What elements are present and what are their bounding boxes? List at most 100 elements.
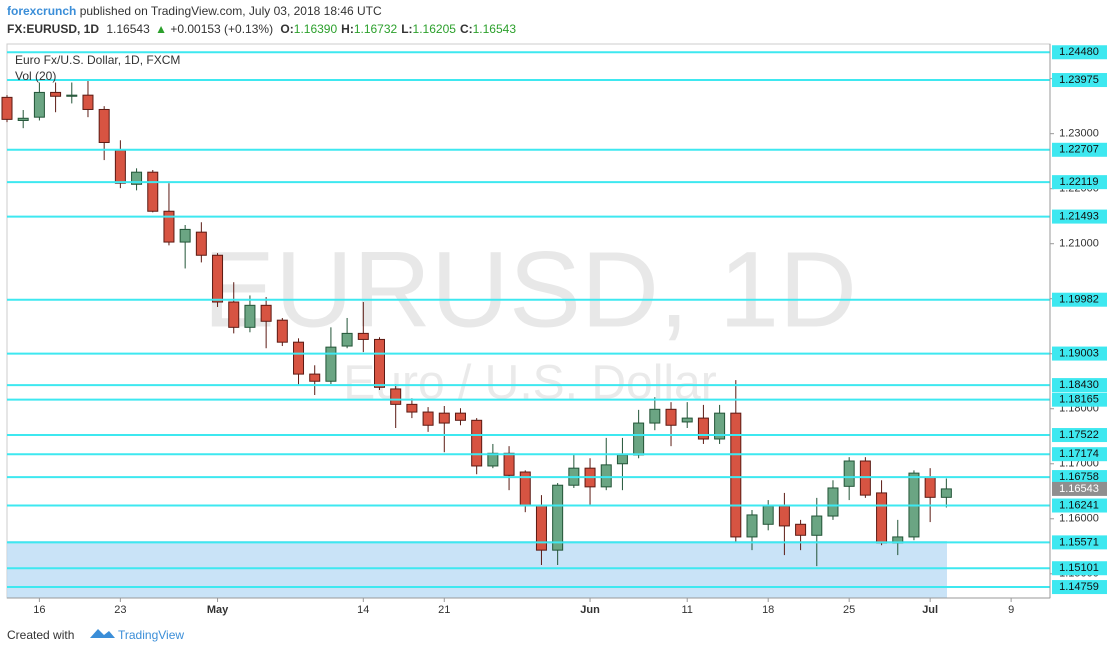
candle-body	[309, 373, 321, 382]
candle-body	[795, 523, 807, 536]
level-label-bg	[1052, 142, 1107, 157]
axes: 1.150001.160001.170001.180001.190001.200…	[33, 45, 1107, 616]
candle-body	[244, 304, 256, 328]
level-label-bg	[1052, 535, 1107, 550]
ohlc-value: 1.16390	[294, 22, 338, 36]
candle-body	[843, 460, 855, 487]
header-line: forexcrunch published on TradingView.com…	[7, 4, 382, 18]
candle-body	[325, 346, 337, 382]
last-price-bg	[1052, 481, 1107, 496]
tradingview-logo	[90, 629, 115, 638]
candle-body	[827, 487, 839, 517]
candle-body	[730, 412, 742, 538]
level-label: 1.22119	[1060, 176, 1099, 188]
last-price-label: 1.16543	[1059, 483, 1099, 495]
candle-body	[422, 411, 434, 426]
candle-body	[649, 408, 661, 424]
candle-body	[762, 505, 774, 525]
candle-body	[357, 332, 369, 340]
candle-body	[746, 514, 758, 538]
x-tick-label: 18	[762, 604, 774, 616]
candle-body	[131, 171, 143, 185]
candle-body	[341, 332, 353, 347]
series-title: Euro Fx/U.S. Dollar, 1D, FXCM	[15, 53, 180, 67]
footer-brand[interactable]: TradingView	[118, 628, 184, 642]
x-tick-label: 11	[682, 604, 693, 616]
author[interactable]: forexcrunch	[7, 4, 76, 18]
change: +0.00153 (+0.13%)	[170, 22, 273, 36]
level-label: 1.21493	[1059, 210, 1099, 222]
candle-body	[600, 464, 612, 488]
level-label-bg	[1052, 470, 1107, 485]
candle-body	[665, 408, 677, 426]
ohlc-value: 1.16205	[413, 22, 457, 36]
level-label: 1.17174	[1059, 448, 1099, 460]
candle-body	[17, 117, 29, 121]
candle-body	[163, 210, 175, 243]
candle-body	[195, 231, 207, 256]
watermark-symbol: EURUSD, 1D	[203, 229, 857, 350]
level-label: 1.22707	[1059, 144, 1099, 156]
published: published on TradingView.com, July 03, 2…	[80, 4, 382, 18]
candle-body	[552, 484, 564, 551]
ohlc: O:1.16390 H:1.16732 L:1.16205 C:1.16543	[280, 22, 516, 36]
candle-body	[940, 488, 952, 498]
level-label: 1.19982	[1059, 294, 1099, 306]
candle-body	[212, 254, 224, 303]
candle-body	[50, 91, 62, 97]
level-label-bg	[1052, 73, 1107, 88]
watermark: EURUSD, 1D Euro / U.S. Dollar	[203, 229, 857, 410]
x-tick-label: Jul	[922, 604, 938, 616]
level-label: 1.14759	[1059, 581, 1099, 593]
x-tick-label: 21	[438, 604, 450, 616]
candle-body	[714, 412, 726, 440]
y-tick-label: 1.23000	[1059, 128, 1099, 140]
symbol: FX:EURUSD, 1D	[7, 22, 99, 36]
candle-body	[616, 454, 628, 465]
candle-body	[260, 304, 272, 322]
level-label: 1.15101	[1059, 562, 1099, 574]
level-label-bg	[1052, 378, 1107, 393]
level-label-bg	[1052, 292, 1107, 307]
ohlc-value: 1.16543	[473, 22, 517, 36]
x-tick-label: 16	[33, 604, 45, 616]
candle-body	[471, 419, 483, 467]
candle-body	[293, 341, 305, 375]
volume-area	[7, 541, 947, 598]
candle-body	[1, 96, 13, 120]
candle-body	[228, 301, 240, 328]
level-label-bg	[1052, 561, 1107, 576]
level-label: 1.16241	[1059, 499, 1099, 511]
level-label: 1.18165	[1059, 394, 1099, 406]
level-label-bg	[1052, 580, 1107, 595]
ohlc-key: L:	[401, 22, 412, 36]
candle-body	[114, 149, 126, 184]
y-tick-label: 1.16000	[1059, 513, 1099, 525]
candle-body	[454, 412, 466, 421]
level-label-bg	[1052, 346, 1107, 361]
level-label: 1.15571	[1059, 536, 1099, 548]
indicator-title: Vol (20)	[15, 69, 56, 83]
level-label: 1.19003	[1059, 347, 1099, 359]
symbol-line: FX:EURUSD, 1D 1.16543 ▲ +0.00153 (+0.13%…	[7, 22, 516, 36]
candle-body	[778, 505, 790, 527]
change-arrow: ▲	[155, 22, 167, 36]
ohlc-key: C:	[460, 22, 473, 36]
level-label-bg	[1052, 428, 1107, 443]
footer-created: Created with	[7, 628, 74, 642]
x-tick-label: Jun	[580, 604, 600, 616]
ohlc-key: O:	[280, 22, 293, 36]
candle-body	[147, 171, 159, 212]
candle-body	[33, 91, 45, 118]
candle-body	[811, 515, 823, 536]
level-label-bg	[1052, 175, 1107, 190]
last-price: 1.16543	[106, 22, 150, 36]
candle-body	[66, 94, 78, 97]
ohlc-key: H:	[341, 22, 354, 36]
candle-body	[98, 108, 110, 143]
candle-body	[179, 228, 191, 243]
x-tick-label: 9	[1008, 604, 1014, 616]
level-label-bg	[1052, 447, 1107, 462]
